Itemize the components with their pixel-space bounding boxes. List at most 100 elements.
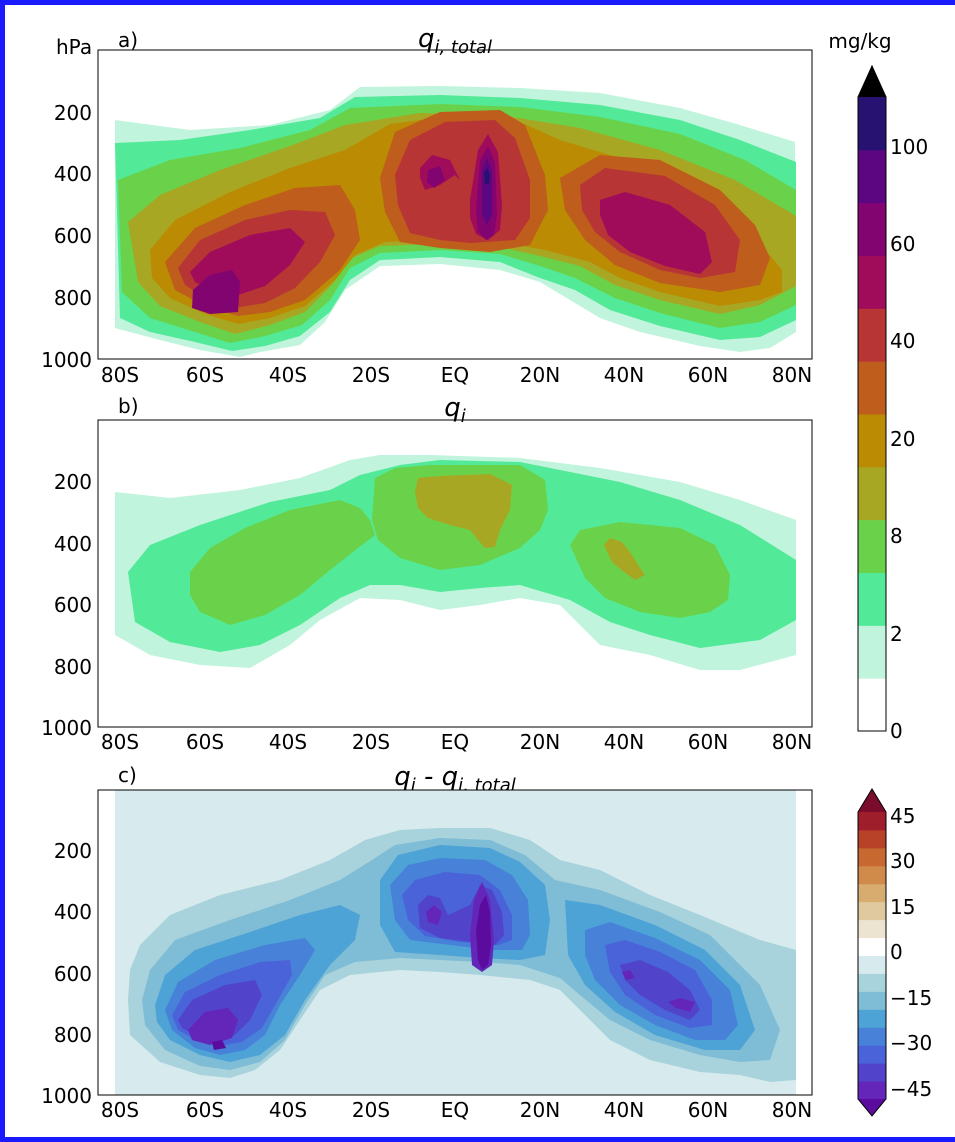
panel-b-contours xyxy=(115,455,796,670)
colorbar-bottom-segment xyxy=(858,955,886,974)
x-tick: 40N xyxy=(604,363,644,387)
cb-tick: 0 xyxy=(890,940,903,964)
colorbar-top-segment xyxy=(858,308,886,362)
x-tick: 80S xyxy=(101,363,139,387)
colorbar-top-segment xyxy=(858,572,886,626)
colorbar-top-unit: mg/kg xyxy=(828,29,891,53)
colorbar-bottom-ticks: 45 30 15 0 −15 −30 −45 xyxy=(890,804,932,1101)
y-tick: 600 xyxy=(54,962,92,986)
x-tick: 40N xyxy=(604,730,644,754)
y-tick: 400 xyxy=(54,900,92,924)
y-tick: 800 xyxy=(54,1023,92,1047)
x-tick: 40S xyxy=(269,1098,307,1122)
x-tick: EQ xyxy=(441,1098,469,1122)
cb-tick: 0 xyxy=(890,719,903,743)
panel-a-label: a) xyxy=(118,28,138,52)
panel-b-yticks: 200 400 600 800 1000 xyxy=(41,470,92,740)
x-tick: 20S xyxy=(352,1098,390,1122)
colorbar-top-segment xyxy=(858,361,886,415)
level-3 xyxy=(190,465,730,625)
x-tick: EQ xyxy=(441,730,469,754)
colorbar-bottom-segment xyxy=(858,883,886,903)
colorbar-bottom-extend-high xyxy=(858,789,886,812)
x-tick: 40N xyxy=(604,1098,644,1122)
panel-c-title-main: q xyxy=(394,762,411,792)
x-tick: 20S xyxy=(352,730,390,754)
colorbar-top-segment xyxy=(858,414,886,468)
colorbar-bottom-segment xyxy=(858,901,886,921)
panel-b-title-sub: i xyxy=(461,406,466,427)
colorbar-bottom-segment xyxy=(858,829,886,849)
cb-tick: 15 xyxy=(890,895,915,919)
panel-c-yticks: 200 400 600 800 1000 xyxy=(41,839,92,1108)
y-tick: 1000 xyxy=(41,1084,92,1108)
cb-tick: −30 xyxy=(890,1031,932,1055)
y-tick: 800 xyxy=(54,655,92,679)
panel-b: b) qi 80S 60S 40S 20S EQ 20N 40N 60N 80N… xyxy=(41,393,813,754)
colorbar-top-segment xyxy=(858,97,886,151)
panel-c: c) qi - qi, total 80S 60S 40S 20S EQ 20N… xyxy=(41,762,813,1122)
panel-b-title-main: q xyxy=(444,393,461,423)
level-3 xyxy=(155,845,755,1062)
colorbar-top-segment xyxy=(858,255,886,309)
y-tick: 600 xyxy=(54,224,92,248)
cb-tick: 2 xyxy=(890,622,903,646)
y-tick: 200 xyxy=(54,839,92,863)
x-tick: 60N xyxy=(688,1098,728,1122)
colorbar-bottom-segment xyxy=(858,1045,886,1064)
panel-c-axes xyxy=(97,789,813,1096)
panel-a-title-sub: i, total xyxy=(434,37,492,58)
panel-c-label: c) xyxy=(118,763,137,787)
level-9 xyxy=(192,146,497,314)
cb-tick: 100 xyxy=(890,135,928,159)
panel-b-xticks: 80S 60S 40S 20S EQ 20N 40N 60N 80N xyxy=(101,730,812,754)
colorbar-bottom-segments xyxy=(857,788,887,1117)
x-tick: 60S xyxy=(186,1098,224,1122)
cb-tick: 8 xyxy=(890,524,903,548)
x-tick: 40S xyxy=(269,363,307,387)
y-tick: 800 xyxy=(54,286,92,310)
panel-a-yticks: 200 400 600 800 1000 xyxy=(41,101,92,372)
cb-tick: 20 xyxy=(890,427,915,451)
colorbar-top-ticks: 0 2 8 20 40 60 100 xyxy=(890,135,928,743)
colorbar-top-segments xyxy=(857,64,887,732)
y-tick: 600 xyxy=(54,593,92,617)
colorbar-bottom-segment xyxy=(858,847,886,867)
x-tick: 80N xyxy=(772,1098,812,1122)
x-tick: 80N xyxy=(772,730,812,754)
level-8 xyxy=(190,134,712,295)
y-tick: 400 xyxy=(54,162,92,186)
x-tick: 40S xyxy=(269,730,307,754)
y-tick: 1000 xyxy=(41,716,92,740)
panel-a-contours xyxy=(115,86,796,357)
colorbar-bottom-outline xyxy=(857,788,887,1117)
panel-a-title: qi, total xyxy=(418,24,492,58)
colorbar-top-segment xyxy=(858,149,886,204)
x-tick: 20N xyxy=(520,1098,560,1122)
panel-c-xticks: 80S 60S 40S 20S EQ 20N 40N 60N 80N xyxy=(101,1098,812,1122)
panel-b-title: qi xyxy=(444,393,466,427)
x-tick: 60S xyxy=(186,730,224,754)
colorbar-top-segment xyxy=(858,678,886,732)
x-tick: 20N xyxy=(520,363,560,387)
colorbar-bottom-segment xyxy=(858,1027,886,1046)
cb-tick: 30 xyxy=(890,849,915,873)
colorbar-top-outline xyxy=(857,64,887,732)
x-tick: 60N xyxy=(688,363,728,387)
panel-c-title-mid: - q xyxy=(416,762,458,792)
panel-c-title-sub: i xyxy=(411,775,416,796)
x-tick: 80S xyxy=(101,1098,139,1122)
colorbar-bottom-segment xyxy=(858,919,886,939)
colorbar-bottom-segment xyxy=(858,991,886,1010)
level-7 xyxy=(178,120,740,308)
y-tick: 1000 xyxy=(41,348,92,372)
colorbar-bottom-segment xyxy=(858,937,886,956)
panel-a-ylabel: hPa xyxy=(56,35,92,59)
x-tick: 20N xyxy=(520,730,560,754)
colorbar-bottom-segment xyxy=(858,1063,886,1082)
colorbar-top-segment xyxy=(858,625,886,679)
cb-tick: 60 xyxy=(890,232,915,256)
y-tick: 200 xyxy=(54,470,92,494)
